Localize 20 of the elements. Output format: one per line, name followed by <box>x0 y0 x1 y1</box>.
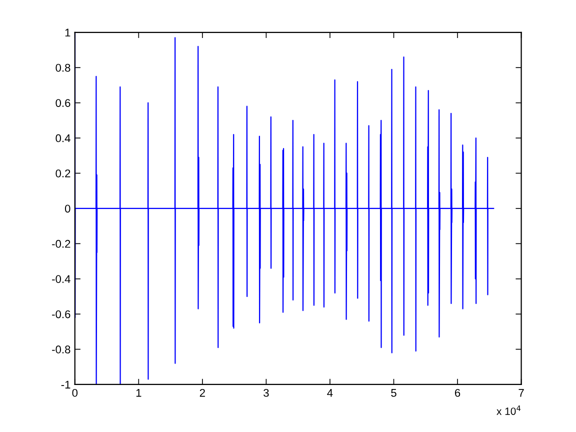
y-tick-label: -0.6 <box>52 310 70 318</box>
y-tick-label: -0.8 <box>52 346 70 354</box>
text: x 10$^{4}$ <box>496 406 521 415</box>
x-tick-label: 1 <box>136 389 142 397</box>
x-tick-label: 4 <box>327 389 333 397</box>
y-tick-label: 0.2 <box>56 170 70 178</box>
x-tick-label: 5 <box>391 389 396 397</box>
y-tick-label: -0.2 <box>52 240 70 248</box>
y-tick-label: 0.8 <box>56 64 70 72</box>
y-tick-label: -0.4 <box>52 275 70 283</box>
y-tick-label: 0 <box>64 204 70 213</box>
x-tick-label: 2 <box>200 388 205 397</box>
y-tick-label: 1 <box>65 28 70 36</box>
y-tick-label: 0.6 <box>56 99 70 107</box>
y-tick-label: -1 <box>61 380 70 389</box>
x-tick-label: 7 <box>518 389 524 397</box>
x-tick-label: 3 <box>264 388 269 397</box>
x-tick-label: 0 <box>72 388 78 397</box>
x-tick-label: 6 <box>454 388 460 397</box>
y-tick-label: 0.4 <box>56 134 70 142</box>
